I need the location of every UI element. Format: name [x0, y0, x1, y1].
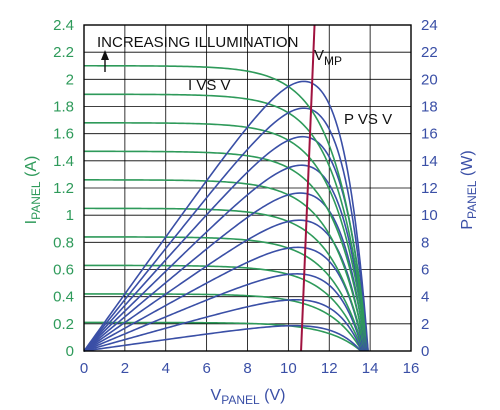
y-left-tick-label: 0.4: [53, 289, 74, 306]
y-right-tick-label: 20: [421, 71, 438, 88]
curves: [83, 24, 369, 352]
x-tick-label: 2: [121, 360, 129, 377]
increasing-illumination-label: INCREASING ILLUMINATION: [97, 34, 298, 51]
p-vs-v-series-3: [83, 273, 364, 352]
plot-border: [83, 24, 412, 352]
p-vs-v-series-8: [83, 135, 368, 352]
y-left-tick-label: 2.4: [53, 17, 74, 34]
illumination-arrow-head: [101, 50, 109, 60]
p-vs-v-series-1: [83, 324, 362, 352]
x-axis-title: VPANEL (V): [211, 387, 286, 407]
vmp-line: [300, 24, 316, 352]
y-left-tick-label: 1.4: [53, 153, 74, 170]
y-right-tick-label: 14: [421, 153, 438, 170]
x-tick-label: 8: [243, 360, 251, 377]
annotations: INCREASING ILLUMINATION I VS V P VS V VM…: [97, 34, 392, 128]
i-vs-v-series-5: [83, 207, 366, 352]
plot-frame: [83, 24, 412, 352]
p-vs-v-series-2: [83, 298, 363, 352]
y-right-tick-label: 8: [421, 234, 429, 251]
y-left-title-main: I: [23, 220, 40, 224]
y-right-tick-label: 24: [421, 17, 438, 34]
y-right-title-sub: PANEL: [465, 180, 479, 219]
y-left-tick-label: 0.6: [53, 262, 74, 279]
i-vs-v-series-9: [84, 93, 369, 352]
x-axis-title-sub: PANEL: [221, 393, 260, 407]
y-axis-left-title: IPANEL (A): [23, 156, 43, 225]
tick-labels: 00.20.40.60.811.21.41.61.822.22.40246810…: [53, 17, 438, 377]
y-right-tick-label: 6: [421, 262, 429, 279]
y-right-tick-label: 10: [421, 207, 438, 224]
x-tick-label: 4: [162, 360, 170, 377]
axis-titles: VPANEL (V) IPANEL (A) PPANEL (W): [23, 150, 479, 407]
i-vs-v-series-7: [83, 150, 368, 352]
y-axis-right-title: PPANEL (W): [459, 150, 479, 229]
x-tick-label: 0: [80, 360, 88, 377]
y-left-title-sub: PANEL: [29, 181, 43, 220]
vmp-sub: MP: [324, 54, 342, 68]
y-right-tick-label: 18: [421, 99, 438, 116]
y-right-tick-label: 16: [421, 126, 438, 143]
x-tick-label: 16: [403, 360, 420, 377]
y-right-tick-label: 12: [421, 180, 438, 197]
vmp-main: V: [314, 47, 324, 64]
p-vs-v-series-4: [83, 246, 365, 352]
i-vs-v-series-3: [84, 264, 364, 352]
y-left-tick-label: 2.2: [53, 44, 74, 61]
y-left-tick-label: 0: [66, 343, 74, 360]
x-tick-label: 6: [202, 360, 210, 377]
y-right-tick-label: 22: [421, 44, 438, 61]
p-vs-v-label: P VS V: [344, 111, 392, 128]
x-tick-label: 14: [362, 360, 379, 377]
y-right-tick-label: 0: [421, 343, 429, 360]
vmp-label: VMP: [314, 47, 342, 68]
p-vs-v-series-9: [83, 107, 369, 352]
x-tick-label: 10: [280, 360, 297, 377]
y-left-title-unit: (A): [23, 156, 40, 182]
i-vs-v-label: I VS V: [188, 77, 231, 94]
y-right-tick-label: 4: [421, 289, 429, 306]
y-left-tick-label: 1.6: [53, 126, 74, 143]
i-vs-v-series-1: [84, 321, 362, 352]
y-right-tick-label: 2: [421, 316, 429, 333]
y-left-tick-label: 1.2: [53, 180, 74, 197]
p-vs-v-series-5: [83, 219, 366, 352]
i-vs-v-series-8: [84, 122, 368, 352]
y-left-tick-label: 2: [66, 71, 74, 88]
y-left-tick-label: 0.2: [53, 316, 74, 333]
y-left-tick-label: 1.8: [53, 99, 74, 116]
x-tick-label: 12: [321, 360, 338, 377]
i-vs-v-series-6: [84, 179, 367, 352]
y-right-title-main: P: [459, 219, 476, 230]
i-vs-v-series-10: [84, 64, 369, 352]
p-vs-v-series-6: [83, 192, 367, 352]
y-right-title-unit: (W): [459, 150, 476, 180]
x-axis-title-unit: (V): [260, 387, 286, 404]
y-left-tick-label: 1: [66, 207, 74, 224]
i-vs-v-series-4: [84, 236, 365, 352]
x-axis-title-main: V: [211, 387, 222, 404]
y-left-tick-label: 0.8: [53, 234, 74, 251]
p-vs-v-series-10: [83, 80, 369, 352]
